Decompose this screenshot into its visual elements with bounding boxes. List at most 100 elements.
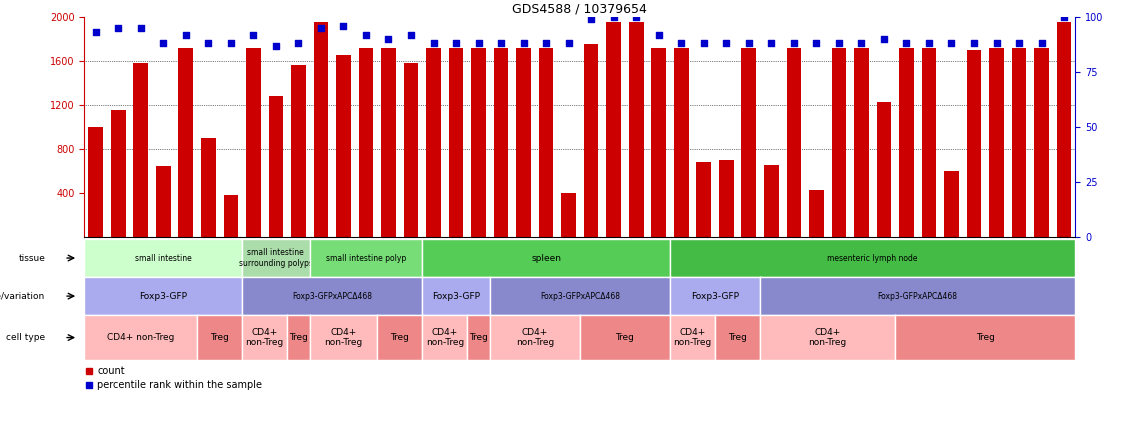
Point [695,40,713,47]
Bar [966,50,981,237]
Text: genotype/variation: genotype/variation [0,291,45,301]
Text: Foxp3-GFPxAPCΔ468: Foxp3-GFPxAPCΔ468 [292,291,373,301]
Point [447,40,465,47]
Bar [808,190,824,237]
Point [154,40,172,47]
Text: Treg: Treg [289,333,307,342]
Bar [989,48,1003,237]
Text: Treg: Treg [729,333,747,342]
Point [988,40,1006,47]
Point [470,40,488,47]
Bar [245,48,261,237]
Text: percentile rank within the sample: percentile rank within the sample [97,380,262,390]
Point [807,40,825,47]
Bar [944,171,958,237]
Point [785,40,803,47]
Text: CD4+
non-Treg: CD4+ non-Treg [673,328,712,347]
Text: Foxp3-GFPxAPCΔ468: Foxp3-GFPxAPCΔ468 [877,291,958,301]
Point [379,36,397,42]
Bar [741,48,757,237]
Point [852,40,870,47]
Point [334,22,352,29]
Text: Treg: Treg [211,333,229,342]
Point [875,36,893,42]
Text: CD4+
non-Treg: CD4+ non-Treg [245,328,284,347]
Point [582,16,600,22]
Text: small intestine polyp: small intestine polyp [325,253,406,263]
Bar [899,48,914,237]
Bar [472,48,486,237]
Bar [268,96,284,237]
Bar [696,162,712,237]
Point [109,25,127,31]
Bar [854,48,868,237]
Bar [449,48,464,237]
Bar [606,22,622,237]
Bar [629,22,644,237]
Point [177,31,195,38]
Point [1010,40,1028,47]
Bar [787,48,802,237]
Point [762,40,780,47]
Text: CD4+
non-Treg: CD4+ non-Treg [808,328,847,347]
Bar [584,44,599,237]
Bar [517,48,531,237]
Text: cell type: cell type [6,333,45,342]
Point [222,40,240,47]
Point [289,40,307,47]
Point [199,40,217,47]
Point [717,40,735,47]
Point [1033,40,1051,47]
Text: CD4+
non-Treg: CD4+ non-Treg [516,328,554,347]
Text: small intestine: small intestine [135,253,191,263]
Bar [427,48,441,237]
Text: CD4+ non-Treg: CD4+ non-Treg [107,333,175,342]
Text: tissue: tissue [18,253,45,263]
Point [830,40,848,47]
Bar [562,193,575,237]
Point [492,40,510,47]
Bar [178,48,194,237]
Point [942,40,960,47]
Title: GDS4588 / 10379654: GDS4588 / 10379654 [512,3,647,16]
Bar [313,22,329,237]
Text: count: count [97,366,125,376]
Bar [921,48,936,237]
Bar [720,160,734,237]
Text: CD4+
non-Treg: CD4+ non-Treg [324,328,363,347]
Point [650,31,668,38]
Text: Foxp3-GFP: Foxp3-GFP [691,291,739,301]
Point [672,40,690,47]
Bar [111,110,126,237]
Bar [291,65,306,237]
Bar [404,63,419,237]
Bar [494,48,509,237]
Bar [1056,22,1071,237]
Bar [652,48,667,237]
Point [87,29,105,36]
Text: Treg: Treg [616,333,634,342]
Bar [224,195,239,237]
Bar [382,48,396,237]
Point [605,14,623,20]
Point [1055,14,1073,20]
Point [965,40,983,47]
Bar [831,48,847,237]
Point [920,40,938,47]
Bar [337,55,351,237]
Point [357,31,375,38]
Point [402,31,420,38]
Bar [1011,48,1027,237]
Text: Foxp3-GFP: Foxp3-GFP [432,291,480,301]
Bar [89,127,104,237]
Text: Treg: Treg [976,333,994,342]
Bar [134,63,149,237]
Bar [539,48,554,237]
Text: small intestine
surrounding polyps: small intestine surrounding polyps [239,248,313,268]
Point [897,40,915,47]
Bar [359,48,374,237]
Point [560,40,578,47]
Text: Treg: Treg [470,333,488,342]
Point [515,40,533,47]
Text: mesenteric lymph node: mesenteric lymph node [828,253,918,263]
